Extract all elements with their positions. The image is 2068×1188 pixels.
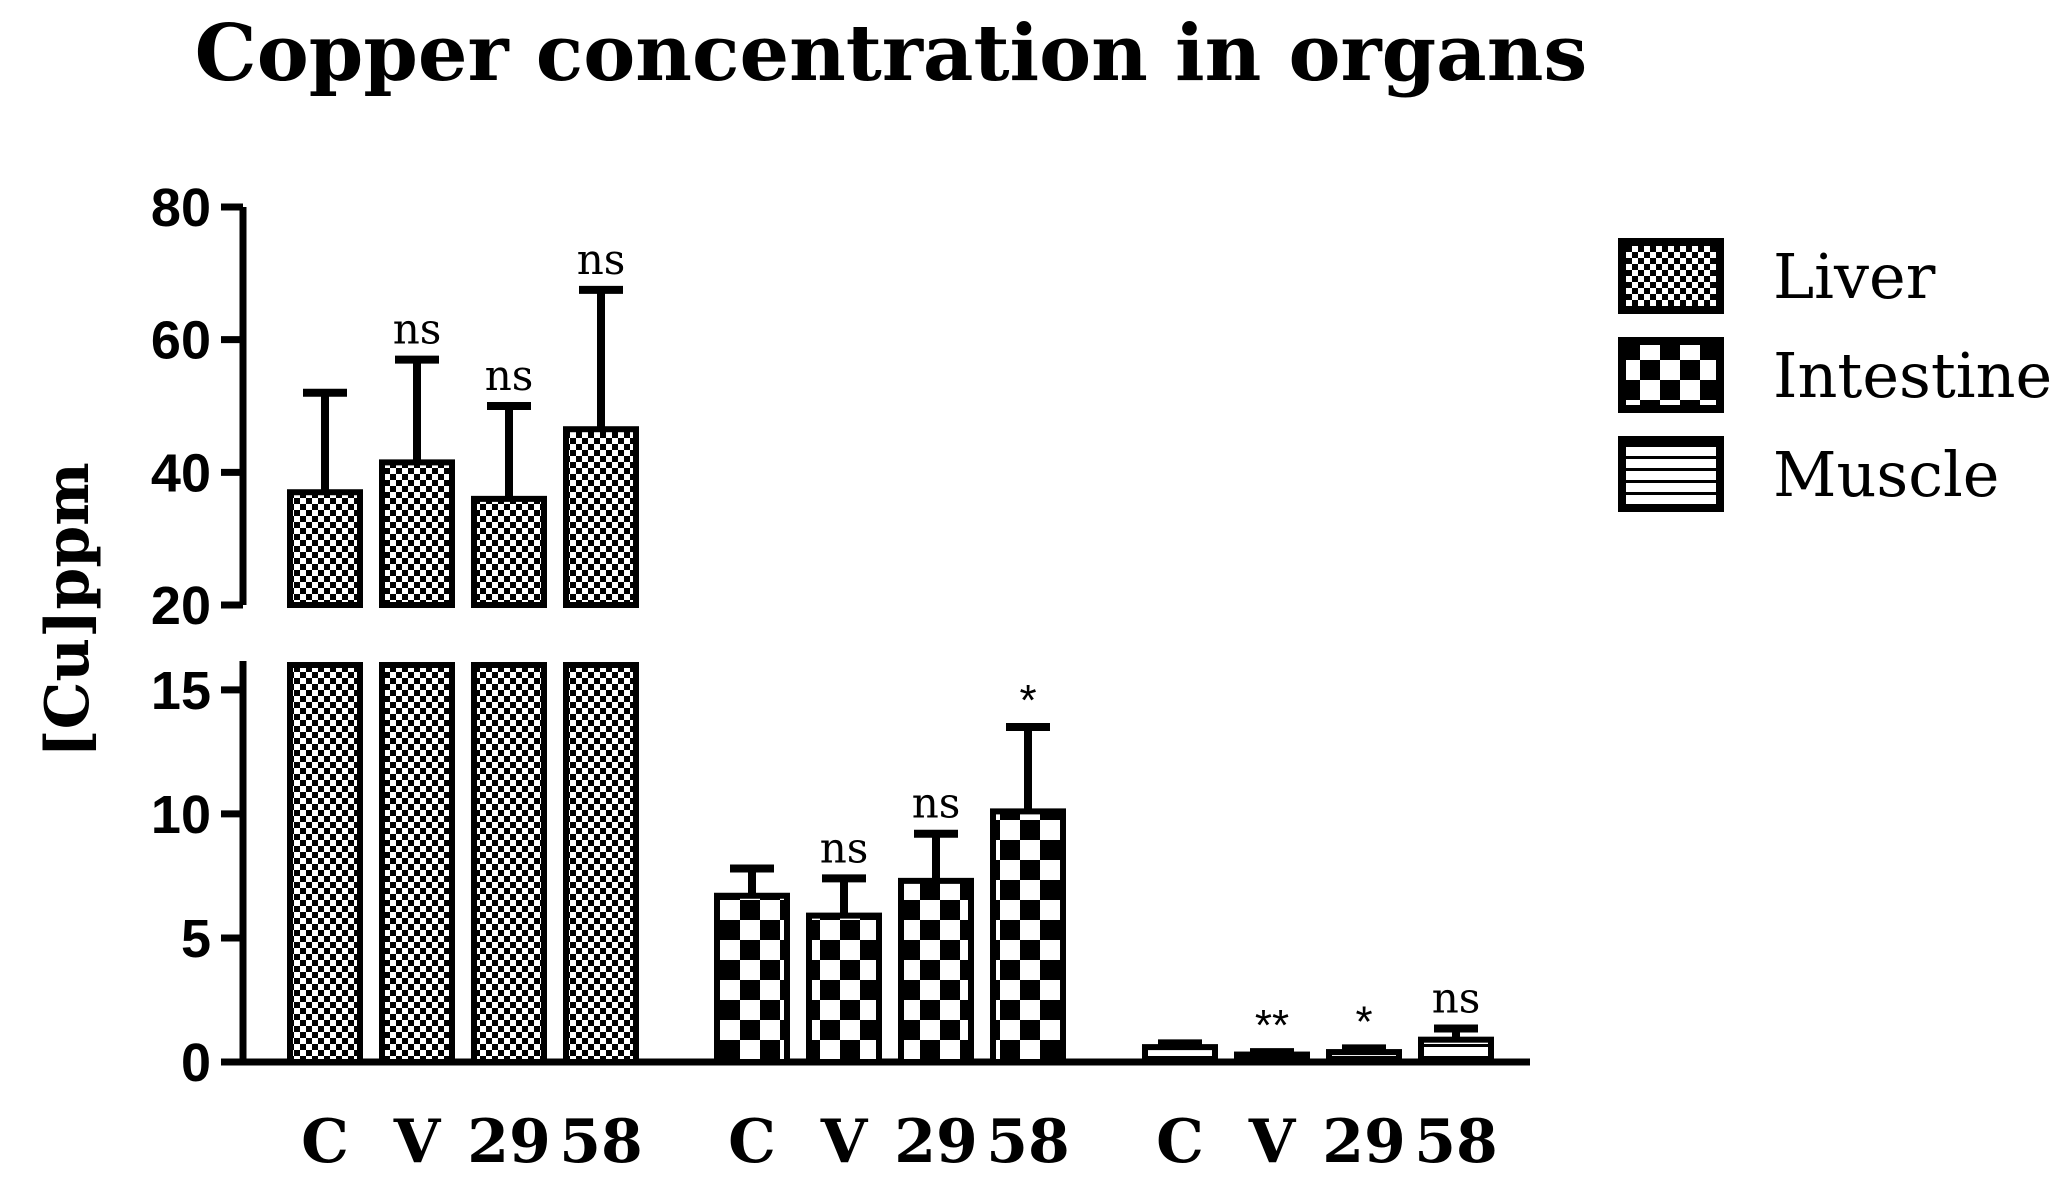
bar <box>563 662 639 1065</box>
significance-label: ns <box>577 235 626 284</box>
bar <box>1234 1051 1310 1066</box>
x-tick-label: V <box>393 1107 442 1177</box>
y-axis-label: [Cu]ppm <box>33 462 103 758</box>
bar <box>898 877 974 1066</box>
x-tick-label: 58 <box>986 1107 1070 1177</box>
legend-swatch <box>1618 436 1724 512</box>
bar <box>1142 1044 1218 1066</box>
y-tick-label: 15 <box>151 661 211 721</box>
x-tick-label: V <box>820 1107 869 1177</box>
significance-label: ns <box>1432 974 1481 1023</box>
bar <box>714 892 790 1065</box>
bar <box>990 808 1066 1065</box>
legend-label: Muscle <box>1773 438 1999 511</box>
chart-title: Copper concentration in organs <box>195 8 1588 99</box>
x-tick-label: 29 <box>1322 1107 1406 1177</box>
legend: Liver Intestine Muscle <box>1618 238 2052 512</box>
bar <box>379 662 455 1065</box>
bar <box>287 662 363 1065</box>
legend-label: Liver <box>1773 240 1936 313</box>
legend-label: Intestine <box>1773 339 2052 412</box>
x-tick-label: C <box>728 1107 776 1177</box>
y-tick-label: 60 <box>151 311 211 371</box>
bar <box>1418 1036 1494 1065</box>
significance-label: * <box>1019 676 1036 725</box>
x-tick-label: 58 <box>559 1107 643 1177</box>
x-tick-label: C <box>1156 1107 1204 1177</box>
x-tick-label: C <box>301 1107 349 1177</box>
x-tick-label: 29 <box>894 1107 978 1177</box>
significance-label: ns <box>912 779 961 828</box>
significance-label: ns <box>393 305 442 354</box>
x-tick-label: 58 <box>1414 1107 1498 1177</box>
bar <box>806 912 882 1066</box>
legend-swatch <box>1618 238 1724 314</box>
y-tick-label: 0 <box>181 1033 211 1093</box>
legend-swatch <box>1618 337 1724 413</box>
bar <box>287 489 363 609</box>
y-tick-label: 80 <box>151 178 211 238</box>
bars: Cns Vns 29 ns 58 Cns Vns 29 * 58 C ** V * 29 ns 58 <box>287 235 1498 1177</box>
x-tick-label: 29 <box>467 1107 551 1177</box>
bar <box>1326 1049 1402 1065</box>
x-tick-label: V <box>1248 1107 1297 1177</box>
significance-label: ns <box>485 351 534 400</box>
y-tick-label: 40 <box>151 443 211 503</box>
bar <box>471 495 547 608</box>
significance-label: ** <box>1255 1001 1289 1050</box>
bar <box>379 459 455 608</box>
bar <box>563 426 639 609</box>
y-tick-label: 5 <box>181 909 211 969</box>
bar <box>471 662 547 1065</box>
y-tick-label: 10 <box>151 785 211 845</box>
y-tick-label: 20 <box>151 576 211 636</box>
significance-label: * <box>1355 997 1372 1046</box>
significance-label: ns <box>820 823 869 872</box>
